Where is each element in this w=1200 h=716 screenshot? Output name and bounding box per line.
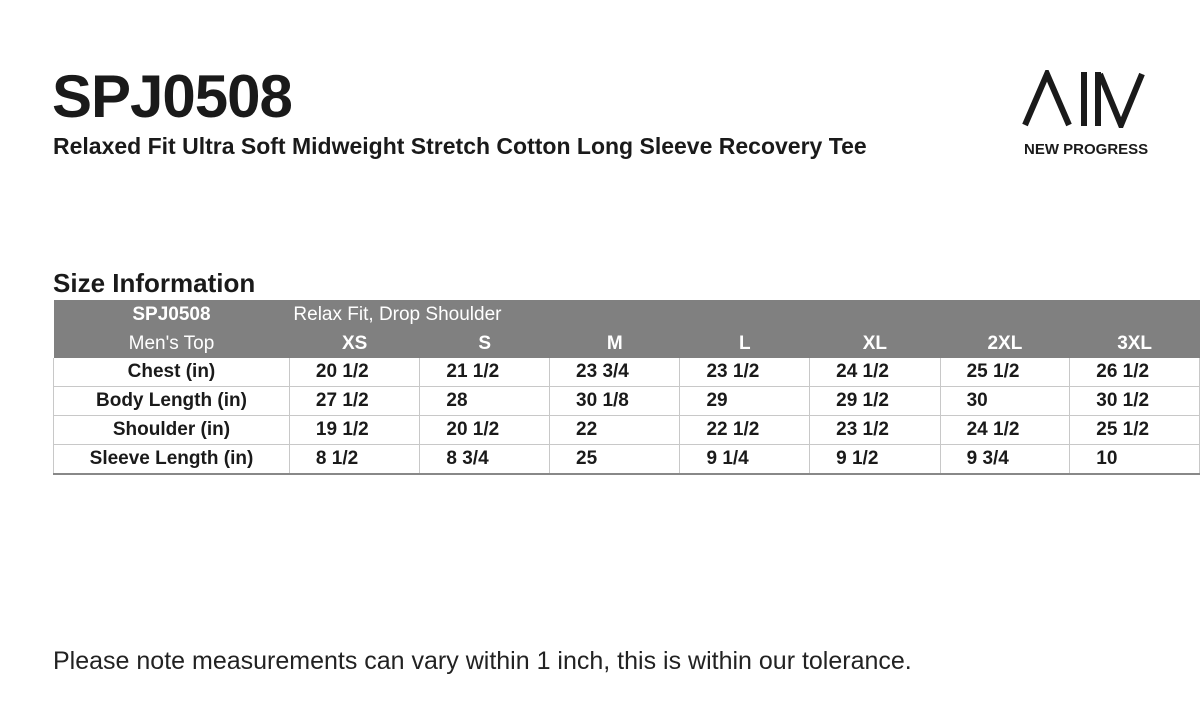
cell: 23 1/2 <box>809 415 941 445</box>
row-header: Chest (in) <box>53 358 290 387</box>
cell: 19 1/2 <box>288 415 421 445</box>
header-row: Men's Top XS S M L XL 2XL 3XL <box>53 329 1200 358</box>
cell: 25 1/2 <box>939 358 1071 387</box>
logo-mark <box>1022 70 1145 128</box>
data-row: Shoulder (in) 19 1/2 20 1/2 22 22 1/2 23 1/2 2… <box>53 415 1200 445</box>
title: SPJ0508 <box>52 63 293 130</box>
cell: 24 1/2 <box>939 415 1071 445</box>
cell: 9 1/2 <box>809 444 941 475</box>
cell: 30 1/8 <box>549 386 681 416</box>
row-header: Body Length (in) <box>53 386 290 416</box>
cell: 22 <box>549 415 681 445</box>
column-header: XL <box>809 329 941 358</box>
column-header: 2XL <box>940 329 1070 358</box>
note: Please note measurements can vary within… <box>53 647 912 675</box>
section-title: Size Information <box>53 268 256 298</box>
caption-cell: Relax Fit, Drop Shoulder <box>289 300 1200 329</box>
cell: 9 1/4 <box>679 444 811 475</box>
cell: 21 1/2 <box>419 358 551 387</box>
size-table: SPJ0508 Relax Fit, Drop Shoulder Men's Top… <box>53 300 1200 475</box>
cell: 9 3/4 <box>939 444 1071 475</box>
logo-text: NEW PROGRESS <box>1024 141 1149 158</box>
cell: 20 1/2 <box>288 358 421 387</box>
data-row: Chest (in) 20 1/2 21 1/2 23 3/4 23 1/2 24 1/2… <box>53 358 1200 387</box>
cell: 8 3/4 <box>419 444 551 475</box>
column-header: Men's Top <box>53 329 290 358</box>
column-header: M <box>549 329 680 358</box>
caption-cell: SPJ0508 <box>53 300 290 329</box>
cell: 10 <box>1069 444 1200 475</box>
column-header: L <box>679 329 810 358</box>
row-header: Sleeve Length (in) <box>53 444 290 475</box>
cell: 30 1/2 <box>1069 386 1200 416</box>
row-header: Shoulder (in) <box>53 415 290 445</box>
cell: 28 <box>419 386 551 416</box>
cell: 27 1/2 <box>288 386 421 416</box>
data-row: Body Length (in) 27 1/2 28 30 1/8 29 29 1/2 30… <box>53 386 1200 416</box>
column-header: S <box>419 329 550 358</box>
cell: 29 <box>679 386 811 416</box>
cell: 25 1/2 <box>1069 415 1200 445</box>
cell: 20 1/2 <box>419 415 551 445</box>
cell: 26 1/2 <box>1069 358 1200 387</box>
column-header: 3XL <box>1069 329 1200 358</box>
cell: 24 1/2 <box>809 358 941 387</box>
subtitle: Relaxed Fit Ultra Soft Midweight Stretch… <box>53 133 867 159</box>
cell: 8 1/2 <box>288 444 421 475</box>
cell: 29 1/2 <box>809 386 941 416</box>
cell: 23 3/4 <box>549 358 681 387</box>
cell: 22 1/2 <box>679 415 811 445</box>
cell: 30 <box>939 386 1071 416</box>
cell: 23 1/2 <box>679 358 811 387</box>
cell: 25 <box>549 444 681 475</box>
column-header: XS <box>289 329 420 358</box>
data-row: Sleeve Length (in) 8 1/2 8 3/4 25 9 1/4 9 1/2… <box>53 444 1200 475</box>
caption-row: SPJ0508 Relax Fit, Drop Shoulder <box>53 300 1200 329</box>
